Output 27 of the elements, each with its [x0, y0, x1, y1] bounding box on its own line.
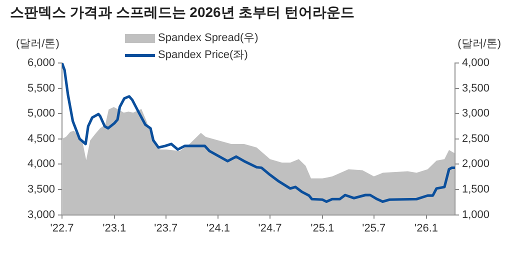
y2-tick-label: 1,500 — [462, 184, 490, 196]
y2-tick-label: 3,500 — [462, 82, 490, 94]
x-tick-label: '25.1 — [310, 222, 334, 234]
y-tick-label: 4,500 — [27, 132, 55, 145]
y-tick-label: 6,000 — [27, 57, 55, 70]
x-tick-label: '25.7 — [362, 222, 386, 234]
x-tick-label: '23.7 — [154, 222, 178, 234]
y2-tick-label: 2,000 — [462, 158, 490, 170]
y2-tick-label: 1,000 — [462, 208, 490, 221]
y-tick-label: 3,500 — [27, 184, 55, 196]
y2-tick-label: 3,000 — [462, 108, 490, 120]
y2-tick-label: 4,000 — [462, 57, 490, 70]
y-tick-label: 3,000 — [27, 208, 55, 221]
y-tick-label: 4,000 — [27, 158, 55, 170]
legend-label: Spandex Price(좌) — [158, 48, 248, 63]
y-tick-label: 5,500 — [27, 82, 55, 94]
y2-tick-label: 2,500 — [462, 132, 490, 145]
x-tick-label: '23.1 — [102, 222, 126, 234]
y2-axis-title: (달러/톤) — [458, 37, 501, 51]
y-tick-label: 5,000 — [27, 108, 55, 120]
legend-label: Spandex Spread(우) — [158, 31, 258, 46]
x-tick-label: '24.1 — [206, 222, 230, 234]
y-axis-title: (달러/톤) — [16, 37, 60, 51]
x-tick-label: '24.7 — [258, 222, 282, 234]
x-tick-label: '22.7 — [50, 222, 74, 234]
chart-title: 스판덱스 가격과 스프레드는 2026년 초부터 턴어라운드 — [10, 4, 355, 22]
x-tick-label: '26.1 — [414, 222, 438, 234]
